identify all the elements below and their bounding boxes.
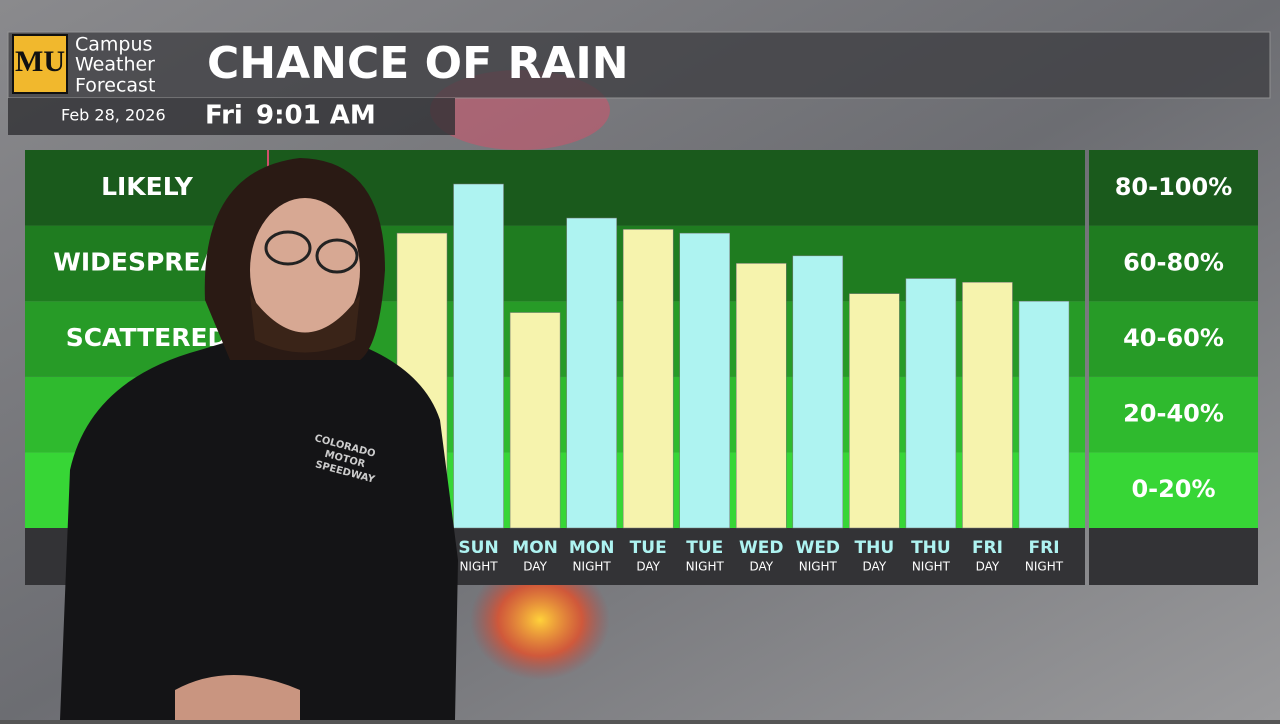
band-range-cell xyxy=(1089,301,1258,377)
presenter-body xyxy=(60,335,458,720)
bar xyxy=(849,293,900,529)
x-tick-sublabel: NIGHT xyxy=(573,560,612,574)
x-tick-sublabel: NIGHT xyxy=(686,560,725,574)
x-tick-sublabel: DAY xyxy=(976,560,1000,574)
x-tick-sublabel: NIGHT xyxy=(459,560,498,574)
glasses xyxy=(315,238,359,274)
band-range-cell xyxy=(1089,452,1258,528)
label-strip xyxy=(1089,528,1258,585)
x-tick-sublabel: DAY xyxy=(863,560,887,574)
x-tick-label: WED xyxy=(796,538,840,558)
brand: Weather xyxy=(75,54,155,76)
bar xyxy=(509,312,561,529)
bar xyxy=(792,255,844,529)
bar xyxy=(566,217,617,529)
band-range-label: 40-60% xyxy=(1123,324,1224,352)
x-tick-label: THU xyxy=(911,538,951,558)
date-bar xyxy=(8,98,455,135)
x-tick-label: SUN xyxy=(458,538,498,558)
brand: Forecast xyxy=(75,75,155,97)
band-range-label: 20-40% xyxy=(1123,400,1224,428)
x-tick-label: MON xyxy=(512,538,558,558)
x-tick-sublabel: DAY xyxy=(636,560,660,574)
x-tick-sublabel: DAY xyxy=(749,560,773,574)
band-range-cell xyxy=(1089,150,1258,226)
band-range-cell xyxy=(1089,376,1258,453)
presenter-hands xyxy=(175,675,300,720)
band xyxy=(25,150,1085,226)
background-light xyxy=(470,560,610,680)
bar xyxy=(962,282,1013,529)
glasses xyxy=(264,230,312,266)
presenter: COLORADO MOTOR SPEEDWAY xyxy=(60,158,458,720)
band-range-label: 0-20% xyxy=(1131,475,1215,503)
logo-text: MU xyxy=(15,45,65,78)
date: Feb 28, 2026 xyxy=(61,106,166,125)
x-tick-sublabel: NIGHT xyxy=(799,560,838,574)
bar xyxy=(736,263,787,529)
time: 9:01 AM xyxy=(256,101,376,131)
x-tick-label: WED xyxy=(739,538,783,558)
bar xyxy=(679,232,730,529)
band-range-label: 80-100% xyxy=(1115,173,1233,201)
presenter-beard xyxy=(250,295,360,353)
x-tick-label: MON xyxy=(569,538,615,558)
bar xyxy=(1018,300,1070,529)
header-bar xyxy=(7,31,1271,99)
x-tick-label: THU xyxy=(855,538,895,558)
brand: Campus xyxy=(75,34,152,56)
band-name: LIKELY xyxy=(101,172,194,201)
band-range-label: 60-80% xyxy=(1123,248,1224,276)
title: CHANCE OF RAIN xyxy=(207,38,629,89)
x-tick-label: TUE xyxy=(686,538,723,558)
x-tick-sublabel: NIGHT xyxy=(912,560,951,574)
x-tick-sublabel: DAY xyxy=(523,560,547,574)
band-range-cell xyxy=(1089,225,1258,302)
x-tick-label: FRI xyxy=(1028,538,1059,558)
x-tick-label: TUE xyxy=(630,538,667,558)
bar xyxy=(905,278,957,529)
bar xyxy=(453,183,504,529)
weekday: Fri xyxy=(205,101,243,131)
x-tick-label: FRI xyxy=(972,538,1003,558)
band-name: SCATTERED xyxy=(66,323,229,352)
x-tick-sublabel: NIGHT xyxy=(1025,560,1064,574)
bar xyxy=(622,229,674,529)
logo xyxy=(12,34,68,94)
